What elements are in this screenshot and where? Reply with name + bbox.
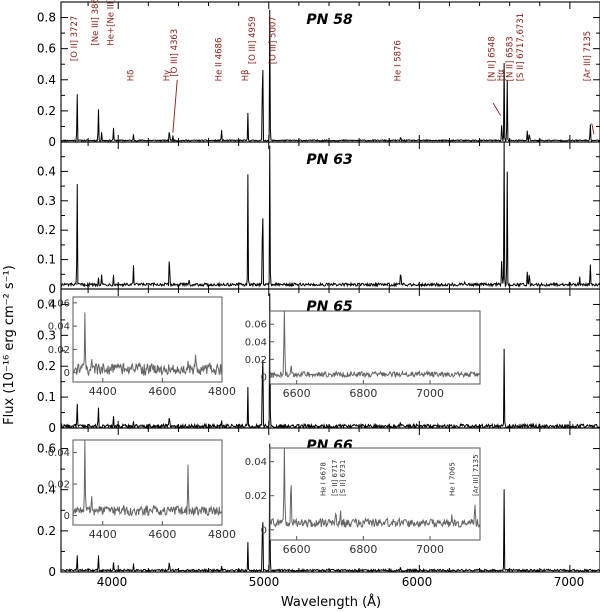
line-annotation: He I 5876: [394, 40, 404, 81]
line-annotation: [N II] 6548: [488, 36, 498, 81]
line-annotation: Hα: [497, 69, 507, 81]
y-tick-label: 0: [48, 565, 56, 579]
inset-spectrum-line: [269, 311, 481, 379]
line-annotation: Hδ: [126, 70, 136, 82]
line-annotation: Hβ: [241, 69, 251, 81]
y-tick-label: 0.2: [37, 104, 56, 118]
inset-y-tick-label: 0.04: [48, 322, 70, 333]
line-annotation: [N II] 6583: [506, 36, 516, 81]
line-annotation: [O III] 4959: [248, 16, 258, 64]
annotation-leader: [492, 102, 502, 116]
inset-y-tick-label: 0: [64, 368, 70, 379]
spectrum-line: [60, 443, 600, 574]
x-axis-label: Wavelength (Å): [281, 594, 381, 610]
inset-spectrum-line: [269, 448, 481, 529]
inset-y-tick-label: 0: [261, 525, 267, 536]
inset-x-tick-label: 4800: [208, 385, 236, 398]
inset-frame: [72, 296, 223, 383]
line-annotation: Hγ: [162, 70, 172, 81]
y-tick-label: 0.1: [37, 253, 56, 267]
x-tick-label: 7000: [554, 575, 585, 589]
inset-spectrum-line: [72, 312, 223, 377]
inset-line-annotation: He I 6678: [320, 462, 328, 496]
y-tick-label: 0: [48, 421, 56, 435]
inset-frame: [269, 310, 481, 385]
line-annotation: [O III] 5007: [269, 16, 279, 64]
panel-title: PN 58: [306, 12, 353, 28]
inset-y-tick-label: 0: [261, 372, 267, 383]
inset-x-tick-label: 6800: [349, 543, 377, 556]
inset-y-tick-label: 0.02: [48, 345, 70, 356]
y-tick-label: 0.2: [37, 359, 56, 373]
inset-y-tick-label: 0.06: [48, 298, 70, 309]
inset-x-tick-label: 4800: [208, 528, 236, 541]
line-annotation: [O III] 4363: [170, 29, 180, 77]
inset-spectrum-line: [72, 440, 223, 517]
inset-x-tick-label: 4600: [148, 528, 176, 541]
line-annotation: [O II] 3727: [70, 16, 80, 61]
line-annotation: [Ar III] 7135: [583, 31, 593, 82]
inset-y-tick-label: 0.06: [245, 320, 267, 331]
inset-x-tick-label: 7000: [416, 543, 444, 556]
x-tick-labels: 4000 5000 6000 7000: [97, 575, 585, 589]
y-tick-label: 0.1: [37, 390, 56, 404]
plot-panels: 0 0.2 0.4 0.6 0.8 PN 58 [O II] 3727 [Ne III] 38…: [37, 0, 600, 579]
y-tick-label: 0: [48, 282, 56, 296]
y-tick-label: 0.6: [37, 442, 56, 456]
inset-line-annotation: He I 7065: [449, 462, 457, 496]
inset-y-tick-label: 0.04: [48, 448, 70, 459]
inset-x-tick-label: 4400: [89, 528, 117, 541]
x-tick-label: 6000: [402, 575, 433, 589]
inset-panel: 4400 4600 4800 0 0.02 0.04: [48, 439, 236, 541]
inset-y-tick-label: 0.02: [245, 491, 267, 502]
line-annotation: [Ne III] 3868: [91, 0, 101, 46]
inset-line-annotation: [Ar III] 7135: [472, 454, 480, 496]
inset-x-tick-label: 7000: [416, 387, 444, 400]
panel-title: PN 63: [306, 152, 352, 168]
y-tick-label: 0.3: [37, 328, 56, 342]
inset-y-tick-label: 0.04: [245, 337, 267, 348]
y-tick-label: 0.8: [37, 11, 56, 25]
panel-pn-63: 0 0.1 0.2 0.3 0.4 PN 63: [37, 141, 600, 296]
spectrum-line: [60, 142, 600, 288]
spectrum-line: [60, 9, 600, 143]
line-annotation: He+[Ne III] 3968: [106, 0, 116, 46]
y-tick-label: 0.4: [37, 483, 56, 497]
inset-y-tick-label: 0.04: [245, 457, 267, 468]
y-axis-label: Flux (10⁻¹⁶ erg cm⁻² s⁻¹): [2, 265, 17, 425]
y-tick-label: 0.4: [37, 164, 56, 178]
y-tick-label: 0.4: [37, 297, 56, 311]
y-tick-label: 0.6: [37, 42, 56, 56]
inset-x-tick-label: 4400: [89, 385, 117, 398]
inset-x-tick-label: 6800: [349, 387, 377, 400]
panel-frame: [60, 427, 600, 573]
inset-panel: 6600 6800 7000 0 0.02 0.04 0.06: [245, 310, 481, 400]
inset-line-annotation: [S II] 6731: [339, 460, 347, 496]
x-tick-label: 5000: [249, 575, 280, 589]
annotation-leader: [172, 79, 178, 133]
inset-y-tick-label: 0: [64, 511, 70, 522]
inset-panel: 4400 4600 4800 0 0.02 0.04 0.06: [48, 296, 236, 398]
inset-line-annotation: [S II] 6717: [331, 460, 339, 496]
annotation-leader: [591, 123, 595, 135]
y-tick-label: 0.2: [37, 524, 56, 538]
inset-x-tick-label: 4600: [148, 385, 176, 398]
y-tick-label: 0.2: [37, 223, 56, 237]
inset-panel: 6600 6800 7000 0 0.02 0.04 He I 6678 [S II] 671…: [245, 447, 481, 556]
inset-y-tick-label: 0.02: [48, 480, 70, 491]
inset-x-tick-label: 6600: [283, 387, 311, 400]
y-tick-label: 0.3: [37, 194, 56, 208]
line-annotation: He II 4686: [215, 38, 225, 82]
inset-y-tick-label: 0.02: [245, 355, 267, 366]
y-tick-label: 0.4: [37, 73, 56, 87]
line-annotation: [S II] 6717,6731: [516, 13, 526, 81]
inset-x-tick-label: 6600: [283, 543, 311, 556]
y-tick-label: 0: [48, 135, 56, 149]
panel-pn-58: 0 0.2 0.4 0.6 0.8 PN 58 [O II] 3727 [Ne III] 38…: [37, 0, 600, 149]
x-tick-label: 4000: [97, 575, 128, 589]
